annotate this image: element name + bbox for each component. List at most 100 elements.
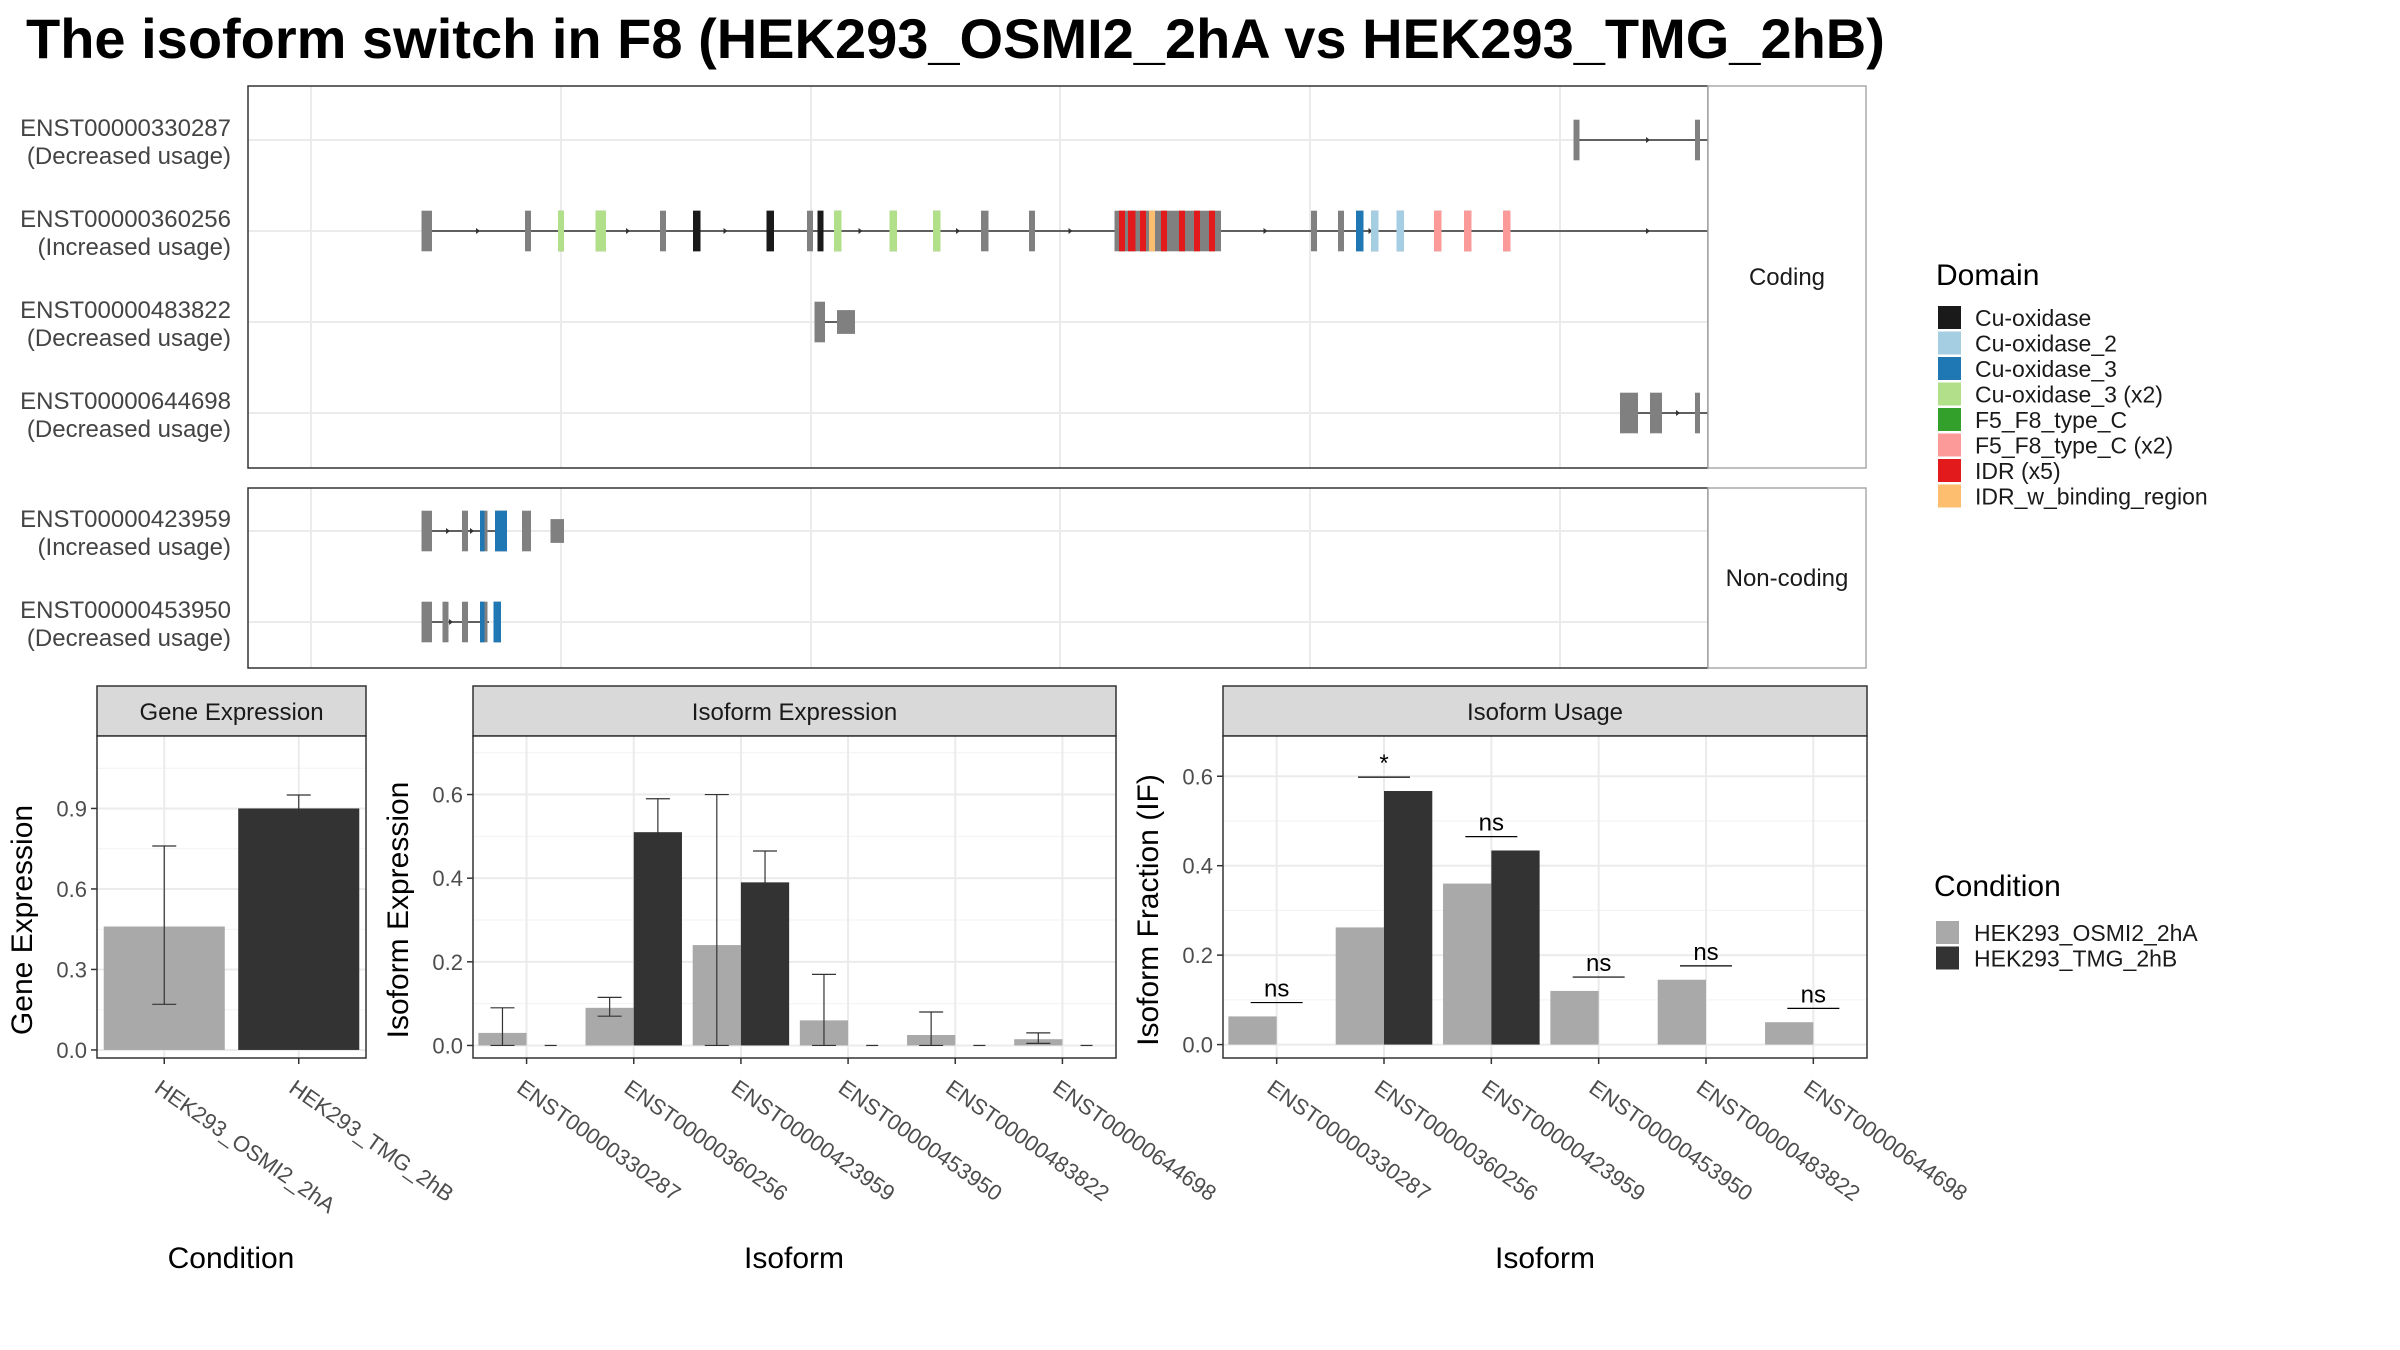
domain-legend-label: IDR_w_binding_region — [1975, 484, 2208, 510]
strand-arrow — [626, 228, 630, 234]
strand-arrow — [1068, 228, 1073, 234]
domain-legend-key — [1938, 382, 1961, 406]
domain-segment — [1128, 210, 1136, 252]
structure-facet-strip — [1707, 85, 1867, 469]
structure-facet-non-coding: Non-coding — [247, 487, 1867, 669]
utr-block — [421, 221, 432, 241]
significance-label: ns — [1801, 981, 1826, 1008]
bar-hek293-osmi2-2ha — [1443, 883, 1492, 1045]
domain-segment — [1434, 210, 1442, 252]
strand-arrow — [1646, 228, 1650, 234]
strand-arrow — [476, 228, 480, 234]
domain-legend-label: Cu-oxidase_2 — [1975, 331, 2117, 357]
isoform-label: ENST00000360256 — [20, 206, 231, 233]
plot-background — [473, 736, 1116, 1058]
exon-block — [421, 601, 432, 643]
y-tick-label: 0.6 — [1182, 764, 1213, 789]
isoform-usage-label: (Decreased usage) — [27, 325, 231, 352]
domain-legend-key — [1938, 459, 1961, 482]
y-tick-label: 0.6 — [432, 783, 463, 808]
domain-legend-title: Domain — [1936, 259, 2039, 292]
isoform-usage-label: (Increased usage) — [38, 234, 231, 261]
domain-legend-label: Cu-oxidase — [1975, 305, 2091, 331]
strand-arrow — [1676, 410, 1680, 416]
y-tick-label: 0.2 — [1182, 943, 1213, 968]
isoform-label: ENST00000330287 — [20, 115, 231, 142]
isoform-track-ENST00000453950 — [421, 601, 501, 643]
exon-block — [442, 601, 449, 643]
isoform-expression-strip-title: Isoform Expression — [692, 699, 897, 726]
domain-segment — [1179, 210, 1185, 252]
domain-segment — [480, 510, 485, 552]
exon-block — [660, 210, 666, 252]
exon-block — [550, 519, 564, 543]
isoform-usage-label: (Decreased usage) — [27, 625, 231, 652]
y-tick-label: 0.3 — [56, 957, 87, 982]
strand-arrow — [956, 228, 960, 234]
bar-hek293-tmg-2hb — [1491, 850, 1540, 1045]
domain-segment — [493, 601, 501, 643]
strand-arrow — [446, 528, 450, 534]
y-tick-label: 0.0 — [1182, 1033, 1213, 1058]
plot-background — [1223, 736, 1867, 1058]
exon-block — [1338, 210, 1344, 252]
exon-block — [1029, 210, 1035, 252]
domain-legend-label: F5_F8_type_C (x2) — [1975, 433, 2173, 459]
figure-title: The isoform switch in F8 (HEK293_OSMI2_2… — [26, 7, 1885, 70]
domain-segment — [1149, 210, 1155, 252]
structure-panel-background — [248, 488, 1708, 668]
significance-label: * — [1379, 750, 1388, 777]
domain-legend-key — [1938, 484, 1961, 508]
domain-segment — [595, 210, 606, 252]
utr-block — [837, 312, 855, 332]
bar-hek293-tmg-2hb — [1384, 791, 1433, 1045]
domain-segment — [693, 210, 701, 252]
strand-arrow — [470, 528, 474, 534]
y-tick-label: 0.4 — [1182, 854, 1213, 879]
isoform-label: ENST00000423959 — [20, 506, 231, 533]
structure-facet-label: Non-coding — [1726, 565, 1849, 592]
domain-segment — [1140, 210, 1146, 252]
significance-label: ns — [1693, 939, 1718, 966]
exon-block — [1695, 119, 1700, 161]
domain-segment — [889, 210, 897, 252]
utr-block — [1573, 130, 1580, 150]
condition-legend-label: HEK293_OSMI2_2hA — [1974, 920, 2198, 946]
isoform-usage-label: (Decreased usage) — [27, 416, 231, 443]
bar-hek293-osmi2-2ha — [1228, 1016, 1277, 1045]
structure-facet-strip — [1707, 487, 1867, 669]
isoform-usage-strip — [1222, 685, 1868, 737]
significance-label: ns — [1479, 810, 1504, 837]
domain-legend-key — [1938, 408, 1961, 431]
isoform-usage-label: (Decreased usage) — [27, 143, 231, 170]
domain-legend-key — [1938, 306, 1961, 329]
utr-block — [522, 521, 531, 541]
gene-expression-strip — [96, 685, 367, 737]
domain-segment — [1356, 210, 1364, 252]
domain-legend-label: F5_F8_type_C — [1975, 407, 2127, 433]
isoform-expression-y-title: Isoform Expression — [382, 782, 415, 1039]
domain-segment — [1503, 210, 1511, 252]
exon-block — [421, 510, 432, 552]
significance-label: ns — [1586, 950, 1611, 977]
isoform-usage-x-title: Isoform — [1495, 1242, 1595, 1275]
condition-legend-title: Condition — [1934, 870, 2061, 903]
bar-hek293-osmi2-2ha — [1657, 979, 1706, 1045]
plot-border — [472, 735, 1117, 1059]
gene-expression-x-title: Condition — [168, 1242, 295, 1275]
strand-arrow — [1646, 137, 1650, 143]
strand-arrow — [858, 228, 863, 234]
exon-block — [525, 210, 531, 252]
domain-segment — [933, 210, 941, 252]
domain-segment — [1464, 210, 1472, 252]
strand-arrow — [449, 619, 453, 625]
domain-legend-key — [1938, 433, 1961, 457]
plot-border — [1222, 735, 1868, 1059]
condition-legend-key — [1936, 946, 1959, 970]
bar-hek293-osmi2-2ha — [1335, 927, 1384, 1045]
domain-legend-label: Cu-oxidase_3 (x2) — [1975, 382, 2163, 408]
y-tick-label: 0.2 — [432, 950, 463, 975]
